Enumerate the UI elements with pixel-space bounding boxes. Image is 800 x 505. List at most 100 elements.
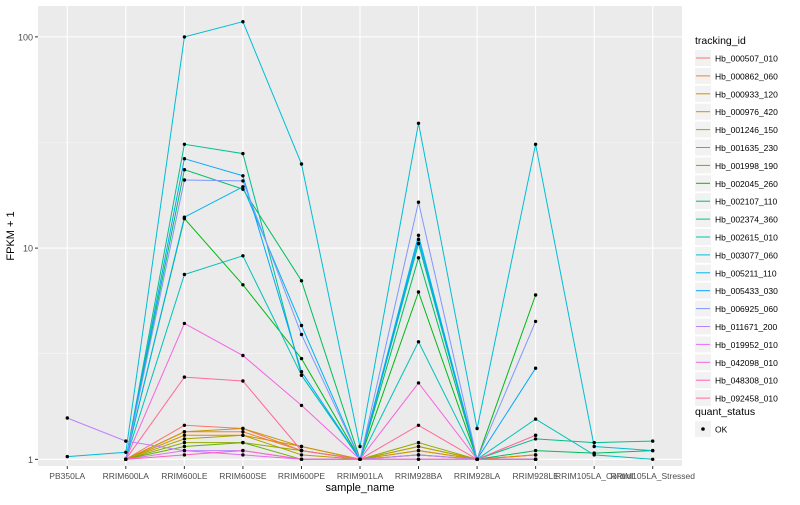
data-point <box>182 272 187 277</box>
data-point <box>475 426 479 431</box>
series-line <box>125 169 653 461</box>
data-point <box>416 237 421 242</box>
x-tick-label: RRIM600LE <box>161 471 208 481</box>
data-point <box>241 353 245 358</box>
series-line <box>125 143 653 461</box>
data-point <box>416 200 421 204</box>
series-line <box>125 450 536 460</box>
legend-item-label: Hb_000933_120 <box>715 89 778 99</box>
data-point <box>182 437 187 441</box>
series-line <box>125 158 537 461</box>
data-point <box>124 450 128 454</box>
data-point <box>533 293 538 297</box>
y-tick-label: 1 <box>28 455 33 465</box>
data-point <box>592 440 596 445</box>
data-point <box>241 187 245 191</box>
data-point <box>182 35 187 39</box>
legend-item-label: Hb_001998_190 <box>715 161 778 171</box>
x-tick-label: RRIM928BA <box>395 471 443 481</box>
x-tick-label: RRIM600SE <box>219 471 267 481</box>
data-point <box>299 162 304 166</box>
legend-item-label: Hb_092458_010 <box>715 394 778 404</box>
data-point <box>241 179 245 183</box>
data-point <box>416 448 421 453</box>
legend-point-swatch <box>701 427 705 431</box>
legend-title: tracking_id <box>695 35 746 47</box>
data-point <box>182 142 187 146</box>
data-point <box>533 457 538 461</box>
shape-legend-title: quant_status <box>695 406 755 418</box>
data-point <box>182 215 187 219</box>
data-point <box>182 423 187 427</box>
data-point <box>241 20 245 24</box>
data-point <box>533 433 538 437</box>
data-point <box>241 254 245 258</box>
shape-legend-label: OK <box>715 425 728 435</box>
data-point <box>299 448 304 453</box>
data-point <box>358 457 362 461</box>
series-line <box>125 376 536 460</box>
data-point <box>124 439 128 443</box>
legend-item-label: Hb_002615_010 <box>715 233 778 243</box>
data-point <box>299 279 304 283</box>
data-point <box>241 426 245 431</box>
data-point <box>182 178 187 182</box>
data-point <box>182 433 187 437</box>
x-tick-label: RRIM901LA <box>337 471 384 481</box>
series-line <box>125 179 537 461</box>
data-point <box>416 444 421 449</box>
data-point <box>241 453 245 457</box>
data-point <box>241 283 245 287</box>
series-line <box>125 434 536 460</box>
x-tick-label: RRIM600LA <box>103 471 150 481</box>
data-point <box>299 332 304 337</box>
data-point <box>533 319 538 324</box>
data-point <box>416 381 421 385</box>
data-point <box>416 290 421 294</box>
data-point <box>416 241 421 246</box>
data-point <box>299 444 304 449</box>
data-point <box>182 321 187 326</box>
x-tick-label: RRIM600PE <box>278 471 326 481</box>
data-point <box>182 375 187 379</box>
legend-item-label: Hb_001246_150 <box>715 125 778 135</box>
y-tick-label: 10 <box>23 244 33 254</box>
series-line <box>125 217 537 461</box>
data-point <box>241 174 245 178</box>
data-point <box>299 356 304 361</box>
data-point <box>416 256 421 260</box>
data-point <box>182 453 187 457</box>
data-point <box>299 373 304 377</box>
data-point <box>475 457 479 461</box>
series-line <box>125 255 653 461</box>
data-point <box>416 423 421 427</box>
data-point <box>533 453 538 457</box>
legend-item-label: Hb_006925_060 <box>715 304 778 314</box>
data-point <box>592 444 596 449</box>
x-tick-label: RRIM928LA <box>454 471 501 481</box>
data-point <box>241 448 245 453</box>
y-axis-title: FPKM + 1 <box>5 211 17 260</box>
data-point <box>299 323 304 328</box>
data-point <box>651 457 655 461</box>
legend-item-label: Hb_011671_200 <box>715 322 778 332</box>
data-point <box>358 444 362 449</box>
data-point <box>416 121 421 126</box>
legend-item-label: Hb_005211_110 <box>715 268 777 278</box>
data-point <box>182 444 187 449</box>
data-point <box>299 457 304 461</box>
data-point <box>241 440 245 445</box>
data-point <box>416 457 421 461</box>
data-point <box>592 453 596 457</box>
x-tick-label: RRIM928LE <box>512 471 559 481</box>
data-point <box>182 448 187 453</box>
data-point <box>241 185 245 189</box>
series-line <box>125 322 536 461</box>
legend-item-label: Hb_000862_060 <box>715 71 778 81</box>
legend-item-label: Hb_048308_010 <box>715 376 778 386</box>
data-point <box>533 437 538 441</box>
data-point <box>241 430 245 434</box>
legend-item-label: Hb_003077_060 <box>715 250 778 260</box>
legend-item-label: Hb_002045_260 <box>715 179 778 189</box>
